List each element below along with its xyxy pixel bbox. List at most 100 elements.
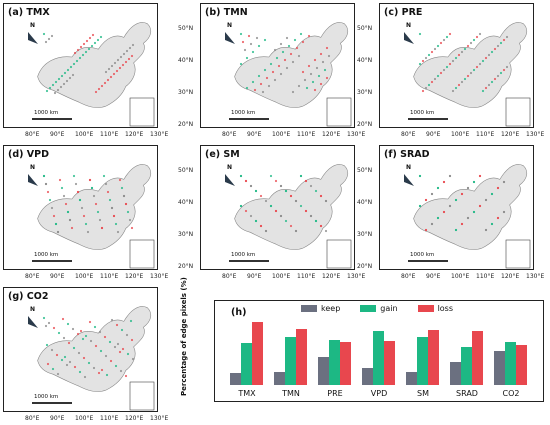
scale-label: 1000 km [34, 252, 59, 258]
map-pixel [98, 218, 102, 222]
map-pixel [475, 35, 479, 39]
map-pixel [83, 375, 87, 379]
north-label: N [227, 22, 233, 29]
longitude-label: 80°E [401, 273, 416, 280]
map-pixel [90, 186, 94, 190]
map-pixel [324, 229, 328, 233]
map-pixel [93, 41, 97, 45]
map-pixel [100, 368, 104, 372]
map-pixel [54, 222, 58, 226]
map-pixel [289, 194, 293, 198]
map-pixel [493, 77, 497, 81]
map-pixel [120, 186, 124, 190]
map-pixel [82, 42, 86, 46]
longitude-label: 90°E [426, 131, 441, 138]
map-pixel [421, 89, 425, 93]
map-pixel [50, 348, 54, 352]
map-pixel [72, 346, 76, 350]
map-pixel [445, 65, 449, 69]
map-pixel [91, 33, 95, 37]
map-pixel [70, 226, 74, 230]
map-pixel [321, 60, 325, 64]
map-pixel [46, 362, 50, 366]
map-pixel [324, 199, 328, 203]
map-pixel [72, 62, 76, 66]
map-pixel [490, 222, 494, 226]
bar-keep-SRAD [450, 361, 461, 385]
category-label: TMX [238, 389, 256, 398]
map-pixel [261, 90, 265, 94]
map-pixel [81, 53, 85, 57]
map-pixel [466, 44, 470, 48]
map-pixel [274, 179, 278, 183]
longitude-label: 100°E [75, 131, 94, 138]
north-arrow-icon [404, 32, 414, 44]
scale-label: 1000 km [34, 110, 59, 116]
map-pixel [103, 335, 107, 339]
map-pixel [92, 194, 96, 198]
scale-bar [229, 118, 269, 120]
map-pixel [249, 42, 253, 46]
legend-keep-swatch [301, 305, 317, 312]
map-pixel [433, 47, 437, 51]
north-label: N [406, 22, 412, 29]
map-pixel [84, 50, 88, 54]
longitude-label: 100°E [75, 415, 94, 422]
map-pixel [285, 36, 289, 40]
map-pixel [73, 51, 77, 55]
map-pixel [325, 76, 329, 80]
map-panel-5: (e) SM N 1000 km [200, 145, 355, 270]
map-pixel [445, 35, 449, 39]
map-pixel [305, 86, 309, 90]
longitude-label: 130°E [150, 415, 169, 422]
map-pixel [496, 44, 500, 48]
map-pixel [273, 78, 277, 82]
map-pixel [478, 62, 482, 66]
map-pixel [84, 222, 88, 226]
north-arrow-icon [404, 174, 414, 186]
map-pixel [460, 80, 464, 84]
north-label: N [406, 164, 412, 171]
map-pixel [57, 77, 61, 81]
bar-keep-TMN [274, 372, 285, 385]
map-pixel [249, 184, 253, 188]
map-pixel [244, 209, 248, 213]
map-pixel [104, 70, 108, 74]
map-pixel [78, 370, 82, 374]
map-pixel [52, 214, 56, 218]
map-pixel [128, 46, 132, 50]
map-pixel [457, 83, 461, 87]
map-pixel [472, 38, 476, 42]
map-pixel [68, 76, 72, 80]
map-pixel [472, 180, 476, 184]
bar-keep-SM [406, 372, 417, 385]
map-pixel [264, 199, 268, 203]
map-pixel [502, 180, 506, 184]
map-pixel [243, 48, 247, 52]
map-pixel [314, 219, 318, 223]
map-pixel [60, 358, 64, 362]
map-pixel [309, 214, 313, 218]
map-pixel [84, 334, 88, 338]
map-pixel [104, 182, 108, 186]
map-pixel [424, 56, 428, 60]
longitude-label: 110°E [100, 415, 119, 422]
map-panel-4: (d) VPD N 1000 km [3, 145, 158, 270]
map-pixel [279, 42, 283, 46]
map-pixel [442, 210, 446, 214]
map-pixel [454, 86, 458, 90]
category-label: TMN [282, 389, 300, 398]
china-map [28, 306, 155, 411]
scale-bar [229, 260, 269, 262]
map-pixel [451, 59, 455, 63]
latitude-label: 30°N [178, 231, 194, 238]
map-pixel [80, 206, 84, 210]
map-pixel [254, 219, 258, 223]
map-pixel [304, 209, 308, 213]
map-pixel [45, 343, 49, 347]
bar-keep-CO2 [494, 351, 505, 385]
longitude-label: 130°E [347, 273, 366, 280]
longitude-label: 90°E [50, 273, 65, 280]
map-pixel [303, 78, 307, 82]
map-pixel [131, 43, 135, 47]
